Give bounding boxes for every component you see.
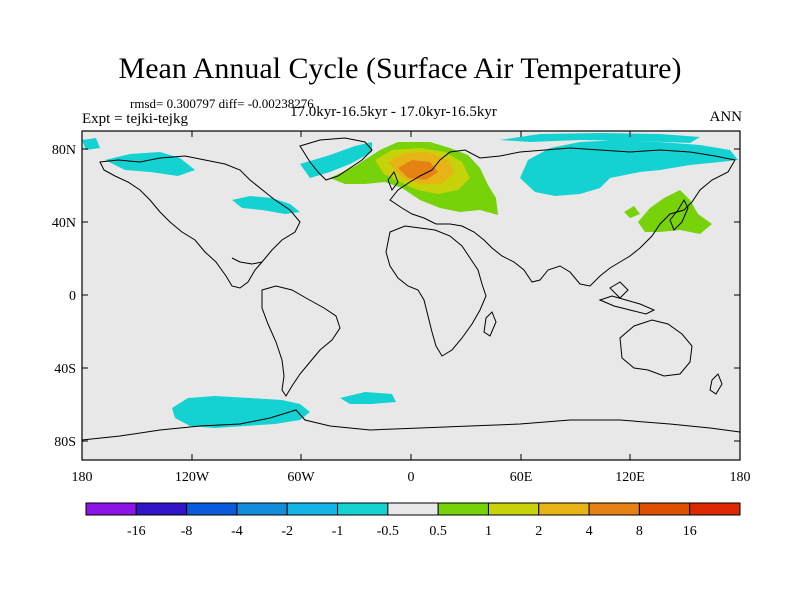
period-label: 17.0kyr-16.5kyr - 17.0kyr-16.5kyr <box>290 104 497 120</box>
coastlines <box>81 137 741 441</box>
colorbar-label-9: 4 <box>586 524 593 539</box>
cool-patch-greenland-sea <box>300 142 372 178</box>
colorbar-swatch-5 <box>337 502 389 516</box>
colorbar-swatch-4 <box>286 502 339 516</box>
colorbar-label-8: 2 <box>535 524 542 539</box>
lon-label-0: 0 <box>408 470 415 485</box>
cool-patch-alaska <box>82 138 100 150</box>
colorbar-label-6: 0.5 <box>429 524 447 539</box>
warm-patch-europe-max <box>398 160 438 180</box>
colorbar-label-11: 16 <box>683 524 697 539</box>
colorbar-swatch-9 <box>538 502 590 516</box>
colorbar-swatch-10 <box>588 502 640 516</box>
lat-label-40n: 40N <box>52 216 76 231</box>
colorbar-swatch-1 <box>135 502 188 516</box>
coast-japan <box>669 198 689 231</box>
anomaly-fields <box>82 133 738 428</box>
latitude-labels: 80N 40N 0 40S 80S <box>52 143 76 450</box>
colorbar-label-1: -8 <box>181 524 193 539</box>
colorbar-swatch-12 <box>689 502 741 516</box>
coast-africa <box>385 225 487 357</box>
season-label: ANN <box>709 109 743 125</box>
lon-label-60e: 60E <box>510 470 533 485</box>
colorbar-swatch-8 <box>487 502 540 516</box>
coast-australia <box>619 319 693 377</box>
colorbar-swatch-7 <box>437 502 489 516</box>
colorbar-label-0: -16 <box>127 524 146 539</box>
colorbar-swatch-11 <box>638 502 691 516</box>
lon-label-180e: 180 <box>730 470 751 485</box>
map-ticks <box>82 131 740 460</box>
lat-label-0: 0 <box>69 289 76 304</box>
colorbar-swatch-2 <box>186 502 238 516</box>
coast-south-america <box>261 285 341 397</box>
coast-greenland <box>299 137 373 181</box>
colorbar-label-7: 1 <box>485 524 492 539</box>
lon-label-60w: 60W <box>287 470 315 485</box>
cool-patch-arctic-asia <box>520 140 738 196</box>
lon-label-180w: 180 <box>72 470 93 485</box>
lat-label-80n: 80N <box>52 143 76 158</box>
coast-gulf <box>231 257 263 265</box>
longitude-labels: 180 120W 60W 0 60E 120E 180 <box>72 470 751 485</box>
colorbar-label-10: 8 <box>636 524 643 539</box>
coast-britain <box>387 170 399 192</box>
cool-patch-canada <box>232 196 300 214</box>
lon-label-120e: 120E <box>615 470 645 485</box>
colorbar-label-5: -0.5 <box>377 524 399 539</box>
coast-new-zealand <box>709 373 723 395</box>
coast-indonesia <box>598 295 656 315</box>
colorbar <box>85 502 741 516</box>
coast-north-america <box>99 155 301 289</box>
cool-patch-arctic-top <box>500 133 700 143</box>
stats-text: rmsd= 0.300797 diff= -0.00238276 <box>130 96 314 111</box>
cool-patch-north-america <box>105 152 195 176</box>
colorbar-swatch-3 <box>236 502 288 516</box>
coast-madagascar <box>483 311 497 337</box>
coast-borneo <box>609 281 629 299</box>
lat-label-40s: 40S <box>54 362 76 377</box>
colorbar-label-3: -2 <box>281 524 293 539</box>
lon-label-120w: 120W <box>175 470 210 485</box>
coast-antarctica <box>81 409 741 441</box>
cool-patch-southern-ocean-2 <box>340 392 396 404</box>
colorbar-label-2: -4 <box>231 524 243 539</box>
chart-title: Mean Annual Cycle (Surface Air Temperatu… <box>118 52 682 85</box>
colorbar-swatch-6 <box>387 502 439 516</box>
coast-eurasia <box>389 147 736 287</box>
warm-patch-east-asia <box>638 190 712 234</box>
warm-patch-east-asia-2 <box>624 206 640 218</box>
lat-label-80s: 80S <box>54 435 76 450</box>
colorbar-labels: -16 -8 -4 -2 -1 -0.5 0.5 1 2 4 8 16 <box>127 524 697 539</box>
colorbar-label-4: -1 <box>332 524 344 539</box>
experiment-label: Expt = tejki-tejkg <box>82 111 188 127</box>
colorbar-swatch-0 <box>85 502 137 516</box>
cool-patch-southern-ocean <box>172 396 310 428</box>
